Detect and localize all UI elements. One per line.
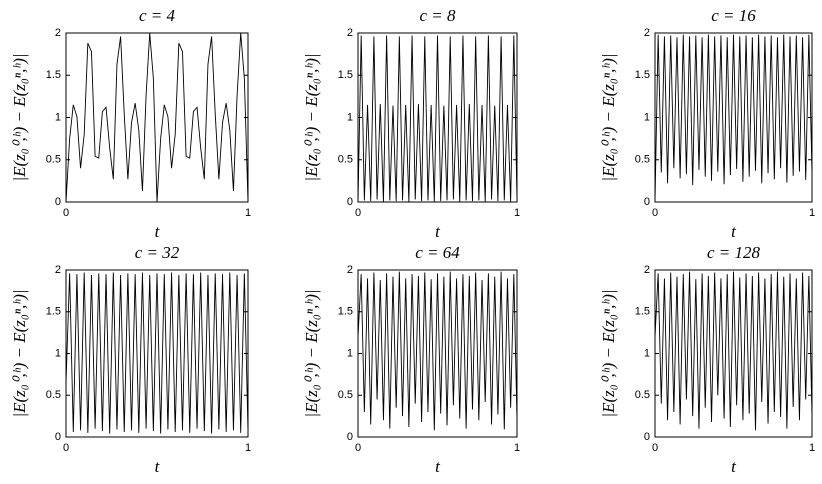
y-tick-label: 1 bbox=[644, 347, 650, 359]
y-tick-label: 1 bbox=[644, 111, 650, 123]
axes-box bbox=[65, 32, 249, 203]
y-tick-label: 1 bbox=[347, 111, 353, 123]
y-tick-label: 1.5 bbox=[338, 69, 353, 81]
y-tick-label: 1.5 bbox=[635, 69, 650, 81]
subplot-title: c = 8 bbox=[419, 6, 456, 25]
y-tick-label: 1 bbox=[55, 347, 61, 359]
x-axis-label: t bbox=[435, 457, 441, 476]
y-tick-label: 1.5 bbox=[46, 69, 61, 81]
y-axis-label: |E(z₀⁰,ʰ) − E(z₀ⁿ,ʰ)| bbox=[10, 53, 29, 181]
x-axis-label: t bbox=[155, 222, 161, 241]
x-tick-label: 0 bbox=[63, 442, 69, 454]
x-axis-label: t bbox=[435, 222, 441, 241]
y-axis-label: |E(z₀⁰,ʰ) − E(z₀ⁿ,ʰ)| bbox=[599, 53, 618, 181]
x-tick-label: 0 bbox=[355, 442, 361, 454]
y-tick-label: 1.5 bbox=[635, 306, 650, 318]
y-tick-label: 2 bbox=[347, 264, 353, 276]
y-tick-label: 2 bbox=[644, 27, 650, 39]
y-tick-label: 0.5 bbox=[635, 389, 650, 401]
y-tick-label: 0 bbox=[644, 431, 650, 443]
y-tick-label: 0 bbox=[55, 431, 61, 443]
x-tick-label: 1 bbox=[809, 207, 815, 219]
x-tick-label: 0 bbox=[355, 207, 361, 219]
y-tick-label: 2 bbox=[55, 27, 61, 39]
x-tick-label: 1 bbox=[245, 207, 251, 219]
subplot-title: c = 64 bbox=[415, 243, 460, 262]
x-tick-label: 0 bbox=[652, 207, 658, 219]
subplot-title: c = 32 bbox=[135, 243, 180, 262]
y-tick-label: 2 bbox=[55, 264, 61, 276]
subplot-title: c = 4 bbox=[139, 6, 176, 25]
x-axis-label: t bbox=[155, 457, 161, 476]
y-tick-label: 0.5 bbox=[46, 389, 61, 401]
y-tick-label: 1 bbox=[55, 111, 61, 123]
x-tick-label: 0 bbox=[652, 442, 658, 454]
data-line bbox=[357, 271, 518, 431]
y-tick-label: 0.5 bbox=[635, 154, 650, 166]
y-tick-label: 0 bbox=[347, 431, 353, 443]
y-axis-label: |E(z₀⁰,ʰ) − E(z₀ⁿ,ʰ)| bbox=[302, 53, 321, 181]
y-tick-label: 0.5 bbox=[338, 389, 353, 401]
x-tick-label: 0 bbox=[63, 207, 69, 219]
y-tick-label: 2 bbox=[644, 264, 650, 276]
y-axis-label: |E(z₀⁰,ʰ) − E(z₀ⁿ,ʰ)| bbox=[599, 289, 618, 417]
data-line bbox=[654, 34, 813, 203]
y-tick-label: 2 bbox=[347, 27, 353, 39]
y-tick-label: 1.5 bbox=[338, 306, 353, 318]
x-axis-label: t bbox=[731, 222, 737, 241]
subplot-title: c = 128 bbox=[707, 243, 761, 262]
x-axis-label: t bbox=[731, 457, 737, 476]
x-tick-label: 1 bbox=[514, 442, 520, 454]
y-tick-label: 0 bbox=[347, 196, 353, 208]
y-tick-label: 0.5 bbox=[338, 154, 353, 166]
y-tick-label: 0 bbox=[644, 196, 650, 208]
y-axis-label: |E(z₀⁰,ʰ) − E(z₀ⁿ,ʰ)| bbox=[302, 289, 321, 417]
y-tick-label: 1 bbox=[347, 347, 353, 359]
y-tick-label: 0 bbox=[55, 196, 61, 208]
x-tick-label: 1 bbox=[809, 442, 815, 454]
y-axis-label: |E(z₀⁰,ʰ) − E(z₀ⁿ,ʰ)| bbox=[10, 289, 29, 417]
y-tick-label: 1.5 bbox=[46, 306, 61, 318]
y-tick-label: 0.5 bbox=[46, 154, 61, 166]
data-line bbox=[654, 271, 813, 431]
data-line bbox=[65, 32, 249, 203]
subplot-title: c = 16 bbox=[711, 6, 756, 25]
x-tick-label: 1 bbox=[514, 207, 520, 219]
data-line bbox=[65, 272, 249, 434]
data-line bbox=[357, 35, 518, 203]
x-tick-label: 1 bbox=[245, 442, 251, 454]
